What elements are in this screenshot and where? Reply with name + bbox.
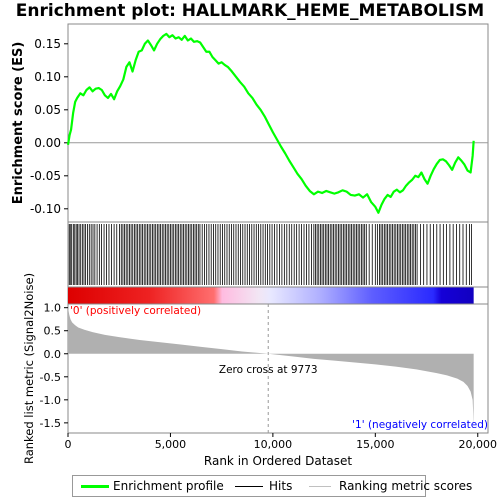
metric-xlabel: Rank in Ordered Dataset <box>204 454 352 468</box>
ranking-color-bar <box>68 287 474 304</box>
legend: Enrichment profile Hits Ranking metric s… <box>72 475 472 497</box>
metric-xtick-label: 0 <box>65 438 72 451</box>
legend-hits-swatch <box>235 486 263 487</box>
legend-metric-label: Ranking metric scores <box>339 479 473 493</box>
es-ytick-label: 0.05 <box>34 103 61 117</box>
zero-cross-label: Zero cross at 9773 <box>219 364 318 376</box>
metric-ytick-label: 1.0 <box>44 302 62 315</box>
es-ytick-label: 0.15 <box>34 37 61 51</box>
metric-panel-frame <box>67 303 489 434</box>
metric-ytick-label: -0.5 <box>40 371 61 384</box>
positive-correlation-label: '0' (positively correlated) <box>70 305 201 317</box>
es-ytick-label: 0.10 <box>34 70 61 84</box>
metric-ytick-label: 0.0 <box>44 348 62 361</box>
metric-ylabel: Ranked list metric (Signal2Noise) <box>22 273 36 464</box>
es-ytick-label: -0.10 <box>30 202 61 216</box>
metric-ytick-label: -1.5 <box>40 417 61 430</box>
legend-es-swatch <box>81 485 109 488</box>
metric-ytick-label: 0.5 <box>44 325 62 338</box>
legend-metric-swatch <box>309 486 331 487</box>
metric-xtick-label: 15,000 <box>356 438 395 451</box>
chart-title: Enrichment plot: HALLMARK_HEME_METABOLIS… <box>15 1 485 21</box>
es-ytick-label: 0.00 <box>34 136 61 150</box>
hit-marks <box>68 224 473 285</box>
es-panel-frame <box>67 23 489 223</box>
es-ytick-label: -0.05 <box>30 169 61 183</box>
negative-correlation-label: '1' (negatively correlated) <box>352 419 488 431</box>
legend-hits-label: Hits <box>269 479 293 493</box>
metric-ytick-label: -1.0 <box>40 394 61 407</box>
es-ylabel: Enrichment score (ES) <box>11 42 26 205</box>
metric-xtick-label: 20,000 <box>459 438 498 451</box>
metric-xtick-label: 10,000 <box>254 438 293 451</box>
enrichment-profile-line <box>66 32 475 214</box>
metric-xtick-label: 5,000 <box>155 438 187 451</box>
legend-es-label: Enrichment profile <box>113 479 224 493</box>
